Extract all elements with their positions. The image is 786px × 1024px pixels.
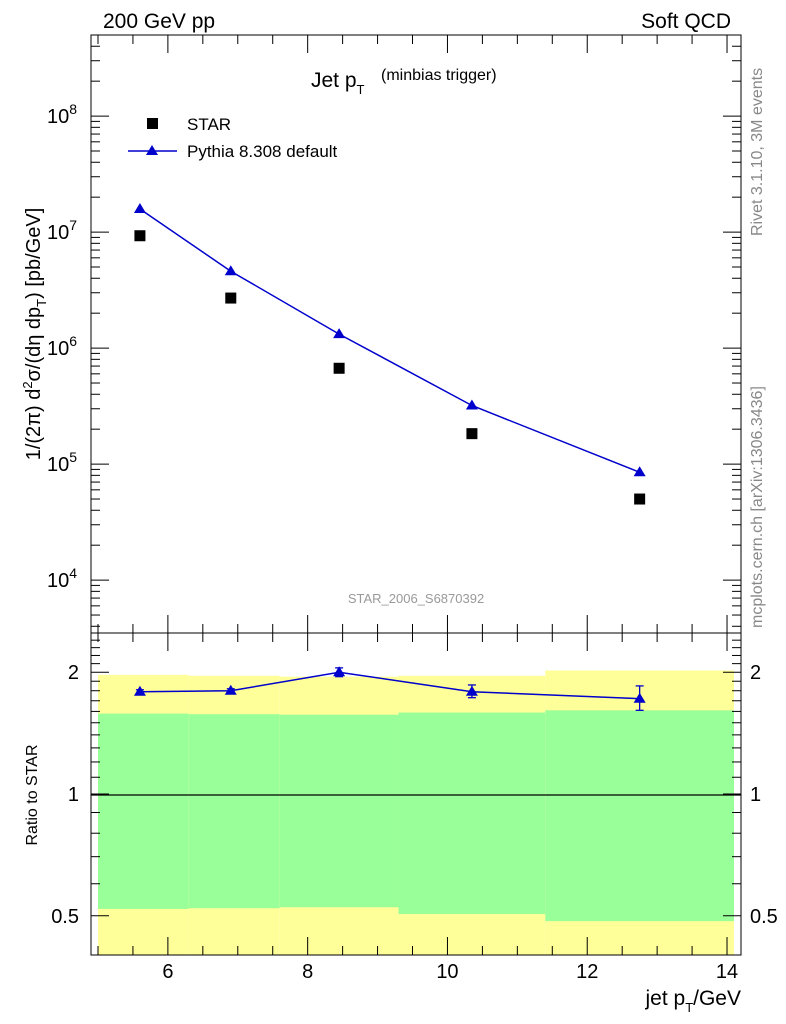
x-tick-label: 8 — [302, 961, 313, 983]
main-y-tick-exp: 8 — [69, 101, 77, 117]
star-point — [134, 230, 146, 242]
ratio-y-tick-label-left: 2 — [68, 662, 79, 684]
main-y-tick-base: 10 — [47, 222, 69, 244]
ratio-band-inner — [188, 714, 280, 909]
star-point — [634, 493, 646, 505]
ratio-pythia-point — [333, 666, 346, 677]
ratio-band-inner — [279, 714, 399, 908]
legend-pythia-label: Pythia 8.308 default — [187, 142, 338, 161]
main-y-tick-base: 10 — [47, 570, 69, 592]
main-y-tick-exp: 5 — [69, 449, 77, 465]
ratio-pythia-point — [224, 684, 237, 695]
pythia-line — [139, 208, 640, 473]
x-axis-label: jet pT/GeV — [644, 987, 741, 1015]
ratio-y-tick-label-right: 2 — [750, 662, 761, 684]
main-y-tick-base: 10 — [47, 338, 69, 360]
x-tick-label: 14 — [716, 961, 738, 983]
main-y-tick-label: 108 — [47, 101, 77, 128]
ratio-pythia-point — [133, 685, 146, 696]
x-tick-label: 12 — [576, 961, 598, 983]
main-y-tick-label: 107 — [47, 217, 77, 244]
pythia-point — [224, 265, 237, 276]
ratio-panel: 0.5 0.51 12 26 8 10 12 14 Ratio to STAR jet pT/… — [24, 632, 778, 1015]
ratio-pythia-point — [633, 692, 646, 703]
header-collision: 200 GeV pp — [103, 10, 215, 33]
star-point — [333, 362, 345, 374]
main-y-tick-base: 10 — [47, 106, 69, 128]
ratio-pythia-point — [465, 685, 478, 696]
main-y-tick-label: 106 — [47, 333, 77, 360]
ratio-y-tick-label-right: 1 — [750, 784, 761, 806]
pythia-point — [633, 466, 646, 477]
legend-star-label: STAR — [187, 115, 231, 134]
ratio-y-tick-label-left: 1 — [68, 784, 79, 806]
pythia-point — [465, 399, 478, 410]
header-category: Soft QCD — [641, 10, 731, 33]
source-citation-text: mcplots.cern.ch [arXiv:1306.3436] — [749, 386, 766, 628]
ratio-band-inner — [97, 713, 189, 909]
rivet-version-text: Rivet 3.1.10, 3M events — [749, 68, 766, 236]
plot-title: Jet pT — [311, 69, 365, 97]
ratio-band-inner — [545, 710, 735, 922]
ratio-y-tick-label-right: 0.5 — [750, 906, 778, 928]
main-y-tick-base: 10 — [47, 454, 69, 476]
star-point — [466, 428, 478, 440]
main-y-tick-exp: 4 — [69, 565, 77, 581]
ratio-bands — [97, 670, 735, 955]
x-tick-label: 10 — [436, 961, 458, 983]
x-tick-label: 6 — [162, 961, 173, 983]
main-y-tick-exp: 7 — [69, 217, 77, 233]
legend-star-marker — [147, 118, 158, 129]
analysis-watermark: STAR_2006_S6870392 — [348, 591, 484, 606]
main-y-axis-label: 1/(2π) d2σ/(dη dpT) [pb/GeV] — [20, 208, 49, 461]
main-y-tick-exp: 6 — [69, 333, 77, 349]
main-y-tick-label: 105 — [47, 449, 77, 476]
ratio-plot-marks — [133, 666, 646, 711]
pythia-point — [333, 328, 346, 339]
ratio-band-inner — [398, 712, 546, 915]
ratio-y-axis-label: Ratio to STAR — [24, 744, 41, 845]
plot-title-note: (minbias trigger) — [381, 67, 497, 84]
ratio-axes: 0.5 0.51 12 26 8 10 12 14 — [51, 632, 778, 983]
legend-pythia-marker — [146, 145, 158, 155]
pythia-point — [133, 203, 146, 214]
main-plot-marks — [133, 203, 646, 505]
star-point — [225, 292, 237, 304]
main-y-tick-label: 104 — [47, 565, 77, 592]
legend: STAR Pythia 8.308 default — [128, 115, 338, 161]
ratio-y-tick-label-left: 0.5 — [51, 906, 79, 928]
